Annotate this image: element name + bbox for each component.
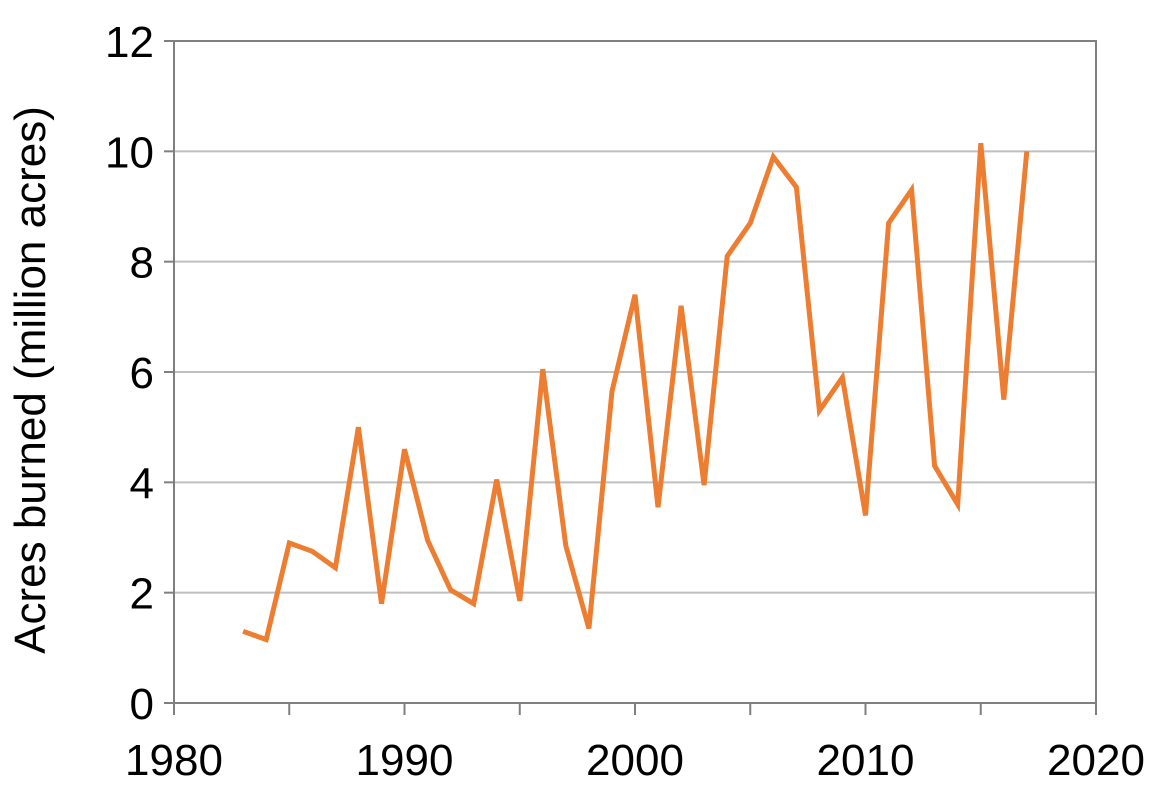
gridlines	[174, 150, 1096, 594]
x-axis: 1980 1990 2000 2010 2020	[125, 703, 1145, 785]
y-tick-label: 12	[105, 18, 154, 67]
y-tick-label: 0	[130, 680, 154, 729]
x-tick-label: 2010	[817, 736, 915, 785]
y-tick-label: 8	[130, 239, 154, 288]
y-tick-label: 2	[130, 570, 154, 619]
y-tick-label: 10	[105, 128, 154, 177]
x-tick-label: 1990	[356, 736, 454, 785]
y-tick-label: 4	[130, 459, 154, 508]
x-tick-label: 1980	[125, 736, 223, 785]
series-group	[242, 142, 1030, 643]
y-axis-title: Acres burned (million acres)	[6, 106, 55, 654]
y-tick-label: 6	[130, 349, 154, 398]
y-axis: 0 2 4 6 8 10 12	[105, 18, 174, 729]
x-tick-label: 2000	[586, 736, 684, 785]
series-line	[242, 142, 1030, 643]
x-tick-label: 2020	[1047, 736, 1145, 785]
